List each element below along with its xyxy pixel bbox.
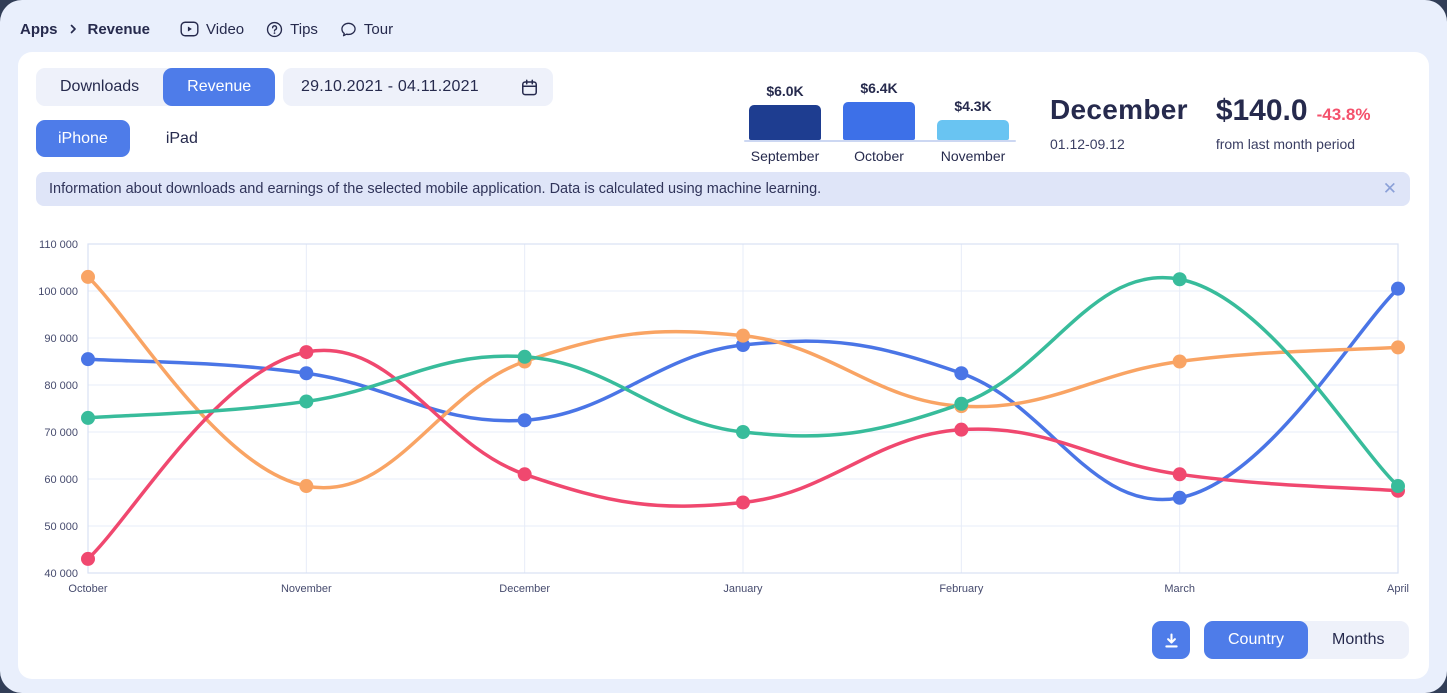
y-tick-label: 100 000 — [38, 286, 78, 298]
device-toggle: iPhone iPad — [36, 120, 220, 157]
top-nav: Video Tips Tour — [180, 21, 415, 38]
summary-change: -43.8% — [1316, 105, 1371, 124]
mini-bar-value: $6.0K — [766, 83, 804, 99]
date-range-picker[interactable]: 29.10.2021 - 04.11.2021 — [283, 68, 553, 106]
x-tick-label: March — [1164, 583, 1195, 595]
x-tick-label: October — [68, 583, 107, 595]
mini-bar-month: November — [940, 148, 1006, 164]
y-tick-label: 110 000 — [39, 239, 78, 251]
mini-bar-month: September — [750, 148, 820, 164]
device-iphone[interactable]: iPhone — [36, 120, 130, 157]
data-point-orange[interactable] — [81, 269, 95, 284]
plot-border — [87, 243, 1399, 574]
calendar-icon — [520, 78, 539, 97]
data-point-blue[interactable] — [299, 366, 314, 381]
data-point-green[interactable] — [1391, 479, 1405, 494]
main-card: Downloads Revenue 29.10.2021 - 04.11.202… — [18, 52, 1429, 679]
line-chart-canvas[interactable]: 40 000 50 000 60 000 70 000 80 000 90 000 100 … — [36, 238, 1416, 603]
date-range-value: 29.10.2021 - 04.11.2021 — [301, 78, 479, 95]
data-point-red[interactable] — [299, 345, 314, 360]
data-point-orange[interactable] — [736, 328, 750, 343]
data-point-green[interactable] — [299, 394, 314, 409]
data-point-green[interactable] — [517, 349, 532, 364]
data-point-blue[interactable] — [1391, 281, 1405, 296]
data-point-green[interactable] — [81, 410, 95, 425]
mini-bar-november: $4.3K November — [926, 58, 1020, 164]
data-point-red[interactable] — [81, 551, 95, 566]
period-summary: December 01.12-09.12 $140.0 -43.8% from … — [1050, 94, 1370, 152]
mini-bar — [749, 105, 821, 140]
y-tick-label: 90 000 — [44, 333, 78, 345]
breadcrumb-apps[interactable]: Apps — [20, 20, 58, 38]
data-point-green[interactable] — [1172, 272, 1187, 287]
download-button[interactable] — [1152, 621, 1190, 659]
data-point-orange[interactable] — [299, 479, 314, 494]
data-point-blue[interactable] — [81, 352, 95, 367]
summary-month-block: December 01.12-09.12 — [1050, 94, 1188, 152]
y-tick-label: 70 000 — [44, 427, 78, 439]
close-icon[interactable]: ✕ — [1383, 172, 1397, 206]
x-tick-label: April — [1387, 583, 1409, 595]
mini-bar-value: $4.3K — [954, 98, 992, 114]
data-point-blue[interactable] — [954, 366, 969, 381]
chat-icon — [340, 21, 357, 38]
mini-chart-baseline — [744, 140, 1016, 142]
toggle-country[interactable]: Country — [1204, 621, 1309, 659]
tab-downloads[interactable]: Downloads — [36, 68, 163, 106]
nav-tips-label: Tips — [290, 20, 318, 38]
y-tick-label: 50 000 — [44, 521, 78, 533]
video-icon — [180, 21, 199, 37]
summary-month: December — [1050, 94, 1188, 125]
data-point-blue[interactable] — [517, 413, 532, 428]
nav-video[interactable]: Video — [180, 21, 244, 38]
x-tick-label: December — [499, 583, 550, 595]
revenue-line-chart[interactable]: 40 000 50 000 60 000 70 000 80 000 90 000 100 … — [36, 238, 1416, 603]
data-point-orange[interactable] — [1172, 354, 1187, 369]
info-banner-text: Information about downloads and earnings… — [49, 181, 822, 197]
summary-note: from last month period — [1215, 136, 1356, 152]
y-tick-label: 40 000 — [44, 568, 78, 580]
mini-bar — [843, 102, 915, 140]
info-banner: Information about downloads and earnings… — [36, 172, 1410, 206]
toggle-months[interactable]: Months — [1308, 621, 1408, 659]
nav-tour-label: Tour — [363, 20, 394, 38]
data-point-orange[interactable] — [1391, 340, 1405, 355]
mini-bar-month: October — [854, 148, 904, 164]
data-point-red[interactable] — [954, 422, 969, 437]
mini-bar-chart: $6.0K September $6.4K October $4.3K November — [738, 58, 1020, 164]
tab-revenue[interactable]: Revenue — [163, 68, 276, 106]
data-point-red[interactable] — [736, 495, 750, 510]
nav-tips[interactable]: Tips — [266, 21, 318, 38]
y-tick-label: 80 000 — [44, 380, 78, 392]
summary-period: 01.12-09.12 — [1050, 136, 1125, 152]
download-icon — [1162, 631, 1181, 650]
data-point-red[interactable] — [1172, 467, 1187, 482]
data-point-blue[interactable] — [1172, 490, 1187, 505]
breadcrumb-bar: Apps Revenue Video Tips Tou — [20, 14, 415, 44]
metric-tabs: Downloads Revenue — [36, 68, 276, 106]
breadcrumb-revenue[interactable]: Revenue — [87, 20, 151, 38]
y-tick-label: 60 000 — [44, 474, 78, 486]
mini-bar-october: $6.4K October — [832, 58, 926, 164]
data-point-green[interactable] — [736, 425, 750, 439]
nav-video-label: Video — [206, 20, 245, 38]
x-tick-label: February — [939, 583, 984, 595]
data-point-red[interactable] — [517, 467, 532, 482]
nav-tour[interactable]: Tour — [340, 21, 393, 38]
data-point-green[interactable] — [954, 396, 969, 411]
x-tick-label: November — [281, 583, 332, 595]
mini-bar — [937, 120, 1009, 140]
mini-bar-september: $6.0K September — [738, 58, 832, 164]
mini-bar-value: $6.4K — [860, 80, 898, 96]
chevron-right-icon — [67, 23, 79, 35]
chart-mode-toggle: Country Months — [1204, 621, 1409, 659]
summary-value-block: $140.0 -43.8% from last month period — [1216, 94, 1371, 152]
summary-value: $140.0 — [1215, 94, 1308, 127]
device-ipad[interactable]: iPad — [165, 129, 198, 147]
x-tick-label: January — [723, 583, 763, 595]
help-icon — [266, 21, 283, 38]
